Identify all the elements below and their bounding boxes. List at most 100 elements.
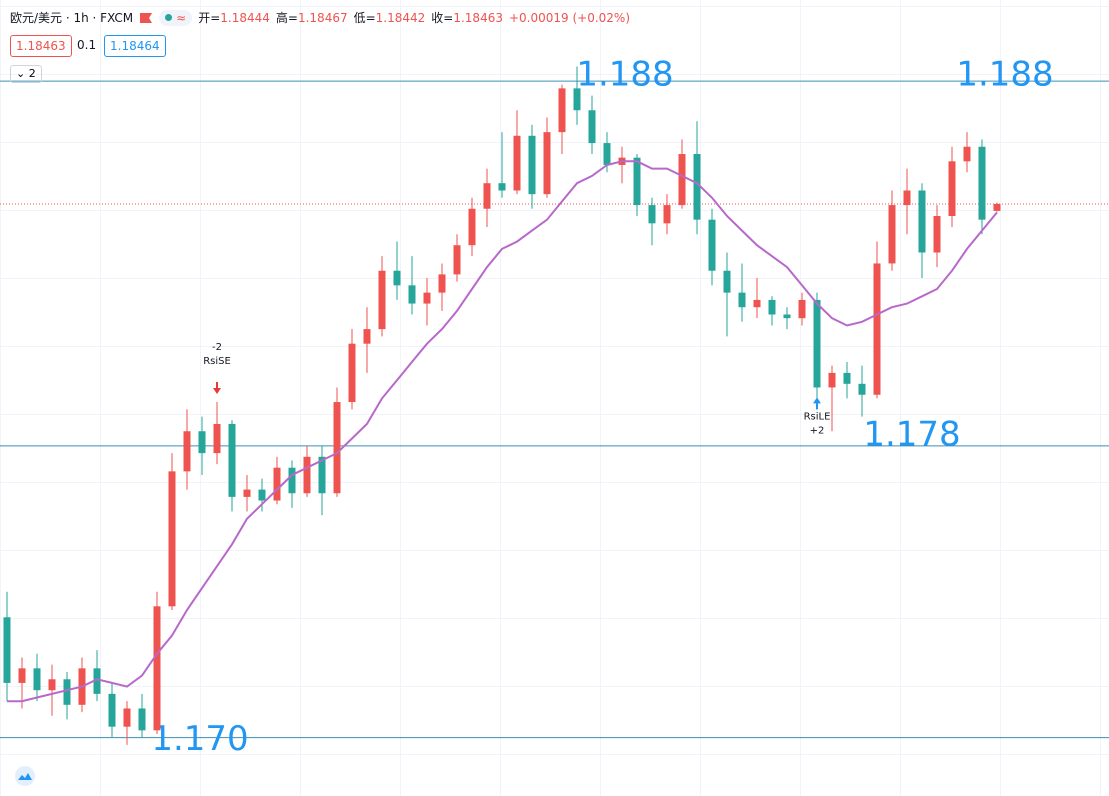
ohlc-item: 低=1.18442 — [354, 9, 426, 26]
candle-body — [573, 88, 581, 111]
candle-body — [243, 489, 251, 497]
candle-body — [303, 456, 311, 494]
change: +0.00019 (+0.02%) — [508, 10, 630, 25]
candle-body — [318, 456, 326, 494]
candle-body — [438, 274, 446, 293]
flag-icon[interactable] — [139, 12, 153, 24]
candle-body — [873, 263, 881, 395]
candle-body — [678, 154, 686, 206]
ohlc-value: 1.18444 — [220, 11, 270, 25]
candle-body — [693, 154, 701, 220]
candle-body — [273, 467, 281, 501]
ask[interactable]: 1.18464 — [104, 35, 166, 57]
candle-body — [888, 205, 896, 264]
candle-body — [108, 693, 116, 727]
candle-body — [798, 299, 806, 319]
ohlc-label: 高= — [275, 11, 298, 25]
candle-body — [963, 146, 971, 162]
header: 欧元/美元 · 1h · FXCM ≈ 开=1.18444 高=1.18467 低=… — [10, 9, 630, 26]
candle-body — [48, 679, 56, 691]
candle-body — [288, 467, 296, 494]
ohlc-value: 1.18463 — [453, 11, 503, 25]
candle-body — [723, 270, 731, 293]
candle-body — [738, 292, 746, 308]
candle-body — [18, 668, 26, 683]
candle-body — [828, 372, 836, 388]
level-label: 1.178 — [863, 414, 960, 454]
moving-average — [7, 160, 998, 703]
candle-body — [33, 668, 41, 691]
signal-arrow — [213, 382, 221, 395]
candle-body — [93, 668, 101, 694]
ohlc-item: 收=1.18463 — [431, 9, 503, 26]
candle-body — [153, 606, 161, 731]
candle-body — [63, 679, 71, 705]
bid[interactable]: 1.18463 — [10, 35, 72, 57]
signal-label: RsiSE — [203, 356, 231, 367]
candle-body — [558, 88, 566, 133]
candle-body — [633, 157, 641, 206]
status[interactable]: ≈ — [159, 9, 193, 26]
level-label: 1.188 — [576, 55, 673, 95]
candle-body — [483, 183, 491, 209]
candle-body — [933, 216, 941, 253]
candle-body — [183, 431, 191, 472]
candle-body — [168, 471, 176, 607]
candle-body — [903, 190, 911, 206]
ohlc-label: 开= — [198, 11, 221, 25]
candle-body — [858, 383, 866, 395]
candle-body — [783, 314, 791, 319]
indicators-toggle[interactable]: ⌄ 2 — [10, 65, 42, 83]
candle-body — [603, 143, 611, 165]
candle-body — [393, 270, 401, 286]
candle-body — [138, 708, 146, 731]
candle-body — [213, 423, 221, 454]
ohlc-item: 开=1.18444 — [198, 9, 270, 26]
candle-body — [918, 190, 926, 253]
candle-body — [978, 146, 986, 220]
candle-body — [468, 208, 476, 246]
level-label: 1.170 — [151, 719, 248, 759]
candle-body — [453, 245, 461, 275]
candle-body — [528, 135, 536, 195]
candle-body — [813, 299, 821, 388]
candle-body — [378, 270, 386, 330]
spread: 0.1 — [77, 38, 97, 52]
candle-body — [498, 183, 506, 191]
ohlc-value: 1.18467 — [297, 11, 348, 25]
ohlc-value: 1.18442 — [375, 11, 426, 25]
ohlc-label: 低= — [353, 11, 376, 25]
candle-body — [768, 299, 776, 315]
candle-body — [993, 203, 1001, 211]
signal-arrow — [813, 397, 821, 410]
candle-body — [588, 110, 596, 144]
candle-body — [543, 132, 551, 195]
signal-label: +2 — [810, 425, 825, 436]
candle-body — [348, 343, 356, 403]
candle-body — [363, 329, 371, 344]
indicator-count: 2 — [28, 67, 36, 80]
candle-body — [708, 219, 716, 271]
candle-body — [423, 292, 431, 304]
candle-body — [408, 285, 416, 304]
candle-body — [228, 423, 236, 497]
ohlc: 开=1.18444 高=1.18467 低=1.18442 收=1.18463 — [198, 9, 503, 26]
candle-body — [123, 708, 131, 727]
ohlc-item: 高=1.18467 — [276, 9, 348, 26]
candle-body — [333, 402, 341, 494]
candle-body — [198, 431, 206, 454]
candle-body — [663, 205, 671, 224]
candle-body — [3, 617, 11, 683]
candle-body — [753, 299, 761, 308]
candle-body — [513, 135, 521, 191]
signal-label: -2 — [212, 342, 222, 353]
candle-body — [648, 205, 656, 224]
logo[interactable] — [14, 765, 36, 787]
candle-body — [843, 372, 851, 384]
symbol[interactable]: 欧元/美元 · 1h · FXCM — [10, 11, 134, 25]
candle-body — [948, 161, 956, 217]
signal-label: RsiLE — [804, 411, 831, 422]
level-label: 1.188 — [956, 55, 1053, 95]
